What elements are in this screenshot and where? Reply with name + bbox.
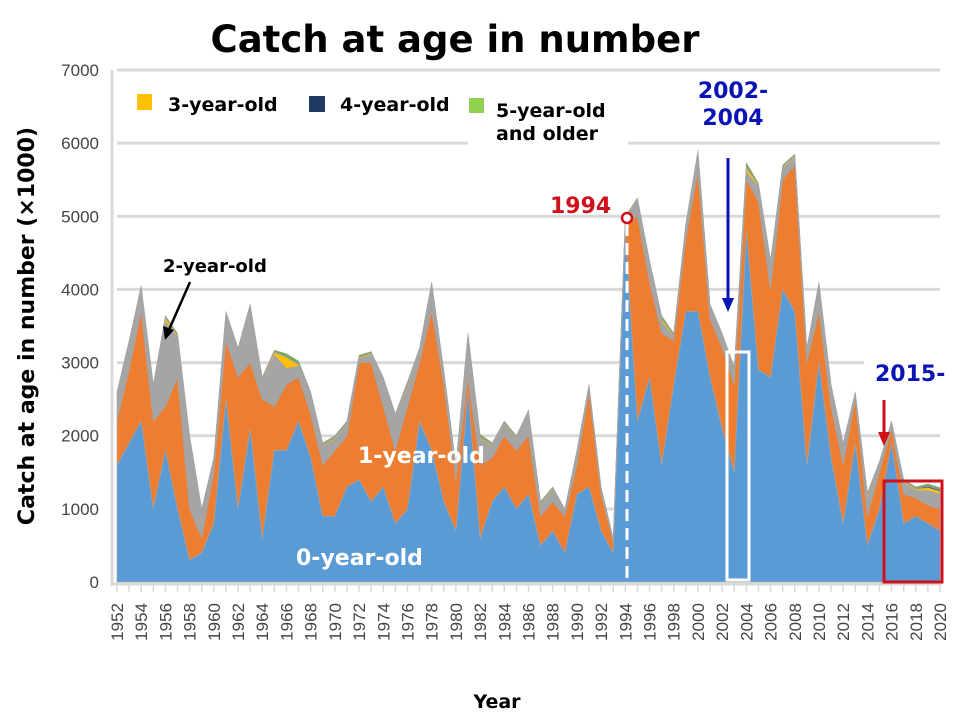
x-tick-label: 1952 — [108, 603, 127, 641]
chart-title: Catch at age in number — [211, 18, 701, 61]
x-tick-label: 1984 — [495, 603, 514, 641]
legend-background-right — [468, 88, 628, 154]
arrowhead-icon — [878, 432, 890, 446]
annotation-1-year-old: 1-year-old — [358, 444, 485, 469]
x-tick-label: 2000 — [689, 603, 708, 641]
x-tick-label: 1994 — [616, 603, 635, 641]
x-tick-label: 1970 — [326, 603, 345, 641]
legend-swatch-4-year-old — [309, 96, 325, 112]
annotation-arrow-2-year-old — [166, 281, 192, 333]
x-tick-label: 1998 — [665, 603, 684, 641]
y-tick-label: 5000 — [61, 207, 99, 226]
legend-label-3-year-old: 3-year-old — [168, 94, 278, 116]
legend-label-4-year-old: 4-year-old — [340, 94, 450, 116]
x-axis-title: Year — [472, 691, 521, 713]
y-tick-label: 3000 — [61, 354, 99, 373]
arrowhead-icon — [163, 326, 174, 340]
annotation-2-year-old: 2-year-old — [163, 256, 267, 277]
x-tick-label: 1990 — [568, 603, 587, 641]
x-tick-label: 1996 — [641, 603, 660, 641]
y-tick-label: 6000 — [61, 134, 99, 153]
x-tick-label: 2006 — [762, 603, 781, 641]
annotation-2002-line1: 2002- — [698, 79, 768, 104]
annotation-2015: 2015- — [875, 362, 945, 387]
x-tick-label: 1962 — [229, 603, 248, 641]
y-tick-label: 2000 — [61, 427, 99, 446]
x-tick-label: 1954 — [132, 603, 151, 641]
legend-swatch-3-year-old — [137, 94, 152, 110]
y-tick-label: 1000 — [61, 500, 99, 519]
annotation-0-year-old: 0-year-old — [296, 546, 423, 571]
x-tick-label: 1988 — [544, 603, 563, 641]
arrowhead-icon — [722, 298, 734, 312]
x-tick-label: 1978 — [423, 603, 442, 641]
x-tick-label: 2018 — [907, 603, 926, 641]
marker-circle-1994 — [620, 211, 634, 225]
x-tick-label: 1982 — [471, 603, 490, 641]
area-5-year-old-and-older — [116, 150, 941, 540]
x-tick-label: 1958 — [181, 603, 200, 641]
annotation-1994: 1994 — [550, 194, 611, 219]
y-tick-label: 7000 — [61, 61, 99, 80]
legend-label-5-year-old: 5-year-old — [496, 100, 606, 122]
legend-background-left — [120, 82, 470, 132]
y-axis-title: Catch at age in number (×1000) — [15, 127, 40, 525]
x-tick-label: 2004 — [737, 603, 756, 641]
x-tick-label: 2020 — [931, 603, 950, 641]
x-tick-label: 1980 — [447, 603, 466, 641]
y-tick-label: 0 — [90, 573, 99, 592]
x-tick-label: 1960 — [205, 603, 224, 641]
x-tick-label: 1992 — [592, 603, 611, 641]
x-tick-label: 1966 — [277, 603, 296, 641]
annotation-background-2015 — [864, 356, 954, 386]
highlight-box-2015-2020 — [882, 479, 944, 584]
x-tick-label: 1976 — [398, 603, 417, 641]
legend-label-and-older: and older — [496, 123, 599, 145]
x-tick-label: 1974 — [374, 603, 393, 641]
x-tick-label: 2016 — [883, 603, 902, 641]
x-tick-label: 2008 — [786, 603, 805, 641]
x-tick-label: 1986 — [520, 603, 539, 641]
x-tick-label: 1964 — [253, 603, 272, 641]
annotation-2002-line2: 2004 — [702, 106, 763, 131]
x-tick-label: 1968 — [302, 603, 321, 641]
x-tick-label: 2010 — [810, 603, 829, 641]
x-tick-label: 2014 — [858, 603, 877, 641]
x-tick-label: 1972 — [350, 603, 369, 641]
x-tick-label: 2002 — [713, 603, 732, 641]
x-tick-label: 1956 — [156, 603, 175, 641]
highlight-box-2002-2004 — [725, 350, 751, 582]
x-tick-label: 2012 — [834, 603, 853, 641]
legend-swatch-5-year-old — [469, 98, 484, 113]
y-tick-label: 4000 — [61, 280, 99, 299]
